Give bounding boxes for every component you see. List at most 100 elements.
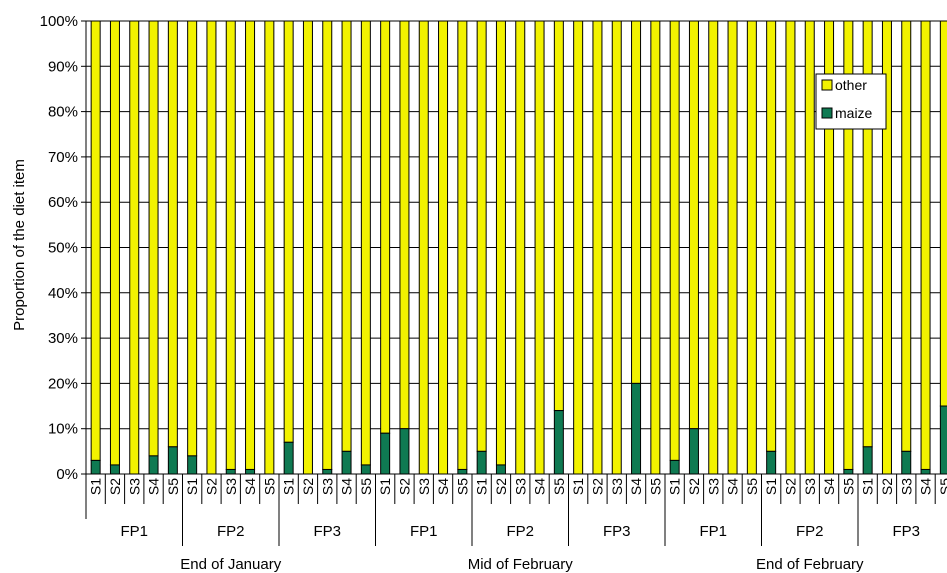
x-tick-label: S4 [339, 478, 355, 495]
bar-other [939, 20, 947, 407]
bar-other [206, 20, 217, 475]
bar-other [495, 20, 506, 466]
bar-other [611, 20, 622, 475]
bar-other [515, 20, 526, 475]
x-tick-label: S2 [879, 478, 895, 495]
group-label: FP2 [217, 523, 245, 540]
bar-maize [901, 450, 912, 475]
group-label: FP3 [313, 523, 341, 540]
bar-other [360, 20, 371, 466]
bar-other [167, 20, 178, 448]
bar-other [264, 20, 275, 475]
y-tick-label: 20% [48, 375, 78, 392]
x-tick-label: S3 [802, 478, 818, 495]
bar-maize [245, 468, 256, 475]
x-tick-label: S4 [821, 478, 837, 495]
x-tick-label: S3 [223, 478, 239, 495]
x-tick-label: S4 [532, 478, 548, 495]
bar-other [399, 20, 410, 430]
bar-other [785, 20, 796, 475]
bar-other [148, 20, 159, 457]
bar-maize [631, 382, 642, 475]
bar-other [746, 20, 757, 475]
bar-maize [225, 468, 236, 475]
x-tick-label: S1 [88, 478, 104, 495]
x-tick-label: S2 [493, 478, 509, 495]
bar-other [438, 20, 449, 475]
x-tick-label: S2 [203, 478, 219, 495]
x-tick-label: S1 [474, 478, 490, 495]
x-tick-label: S4 [146, 478, 162, 495]
x-tick-label: S5 [454, 478, 470, 495]
bar-other [341, 20, 352, 452]
y-tick-label: 80% [48, 104, 78, 121]
bar-maize [360, 464, 371, 475]
period-label: End of January [180, 556, 281, 573]
bar-maize [109, 464, 120, 475]
legend: other maize [815, 73, 887, 130]
x-tick-label: S1 [860, 478, 876, 495]
x-tick-label: S1 [570, 478, 586, 495]
x-tick-label: S4 [242, 478, 258, 495]
bar-other [380, 20, 391, 434]
bar-maize [341, 450, 352, 475]
bar-other [631, 20, 642, 384]
group-label: FP2 [796, 523, 824, 540]
bar-other [302, 20, 313, 475]
legend-box [815, 73, 887, 130]
bar-maize [669, 459, 680, 475]
bar-other [476, 20, 487, 452]
bar-maize [148, 455, 159, 475]
bar-other [573, 20, 584, 475]
x-tick-label: S3 [416, 478, 432, 495]
x-tick-label: S5 [840, 478, 856, 495]
group-label: FP1 [120, 523, 148, 540]
x-tick-label: S5 [551, 478, 567, 495]
bar-other [650, 20, 661, 475]
x-tick-label: S5 [647, 478, 663, 495]
x-tick-label: S2 [300, 478, 316, 495]
x-tick-label: S5 [358, 478, 374, 495]
bar-other [225, 20, 236, 470]
bar-other [920, 20, 931, 470]
y-tick-label: 0% [56, 466, 78, 483]
bar-other [418, 20, 429, 475]
y-tick-label: 30% [48, 330, 78, 347]
x-tick-label: S4 [628, 478, 644, 495]
bar-other [245, 20, 256, 470]
x-tick-label: S2 [396, 478, 412, 495]
x-tick-label: S4 [435, 478, 451, 495]
bar-maize [399, 428, 410, 475]
axis-layer: 0%10%20%30%40%50%60%70%80%90%100%S1 S2 S3 S… [40, 13, 947, 573]
x-tick-label: S3 [609, 478, 625, 495]
group-label: FP1 [410, 523, 438, 540]
x-tick-label: S1 [667, 478, 683, 495]
bar-other [553, 20, 564, 412]
x-tick-label: S1 [281, 478, 297, 495]
x-tick-label: S4 [725, 478, 741, 495]
bar-maize [688, 428, 699, 475]
x-tick-label: S5 [165, 478, 181, 495]
bar-other [322, 20, 333, 470]
period-label: Mid of February [468, 556, 574, 573]
bar-maize [939, 405, 947, 475]
bar-maize [167, 446, 178, 475]
bar-other [708, 20, 719, 475]
bar-maize [920, 468, 931, 475]
x-tick-label: S2 [782, 478, 798, 495]
x-tick-label: S5 [744, 478, 760, 495]
bar-maize [457, 468, 468, 475]
x-tick-label: S3 [898, 478, 914, 495]
bar-maize [90, 459, 101, 475]
bar-other [804, 20, 815, 475]
bar-maize [283, 441, 294, 475]
x-tick-label: S2 [589, 478, 605, 495]
x-tick-label: S5 [937, 478, 947, 495]
x-tick-label: S2 [107, 478, 123, 495]
legend-swatch-other [821, 79, 833, 91]
bar-other [592, 20, 603, 475]
bar-other [727, 20, 738, 475]
legend-swatch-maize [821, 107, 833, 119]
bar-other [688, 20, 699, 430]
